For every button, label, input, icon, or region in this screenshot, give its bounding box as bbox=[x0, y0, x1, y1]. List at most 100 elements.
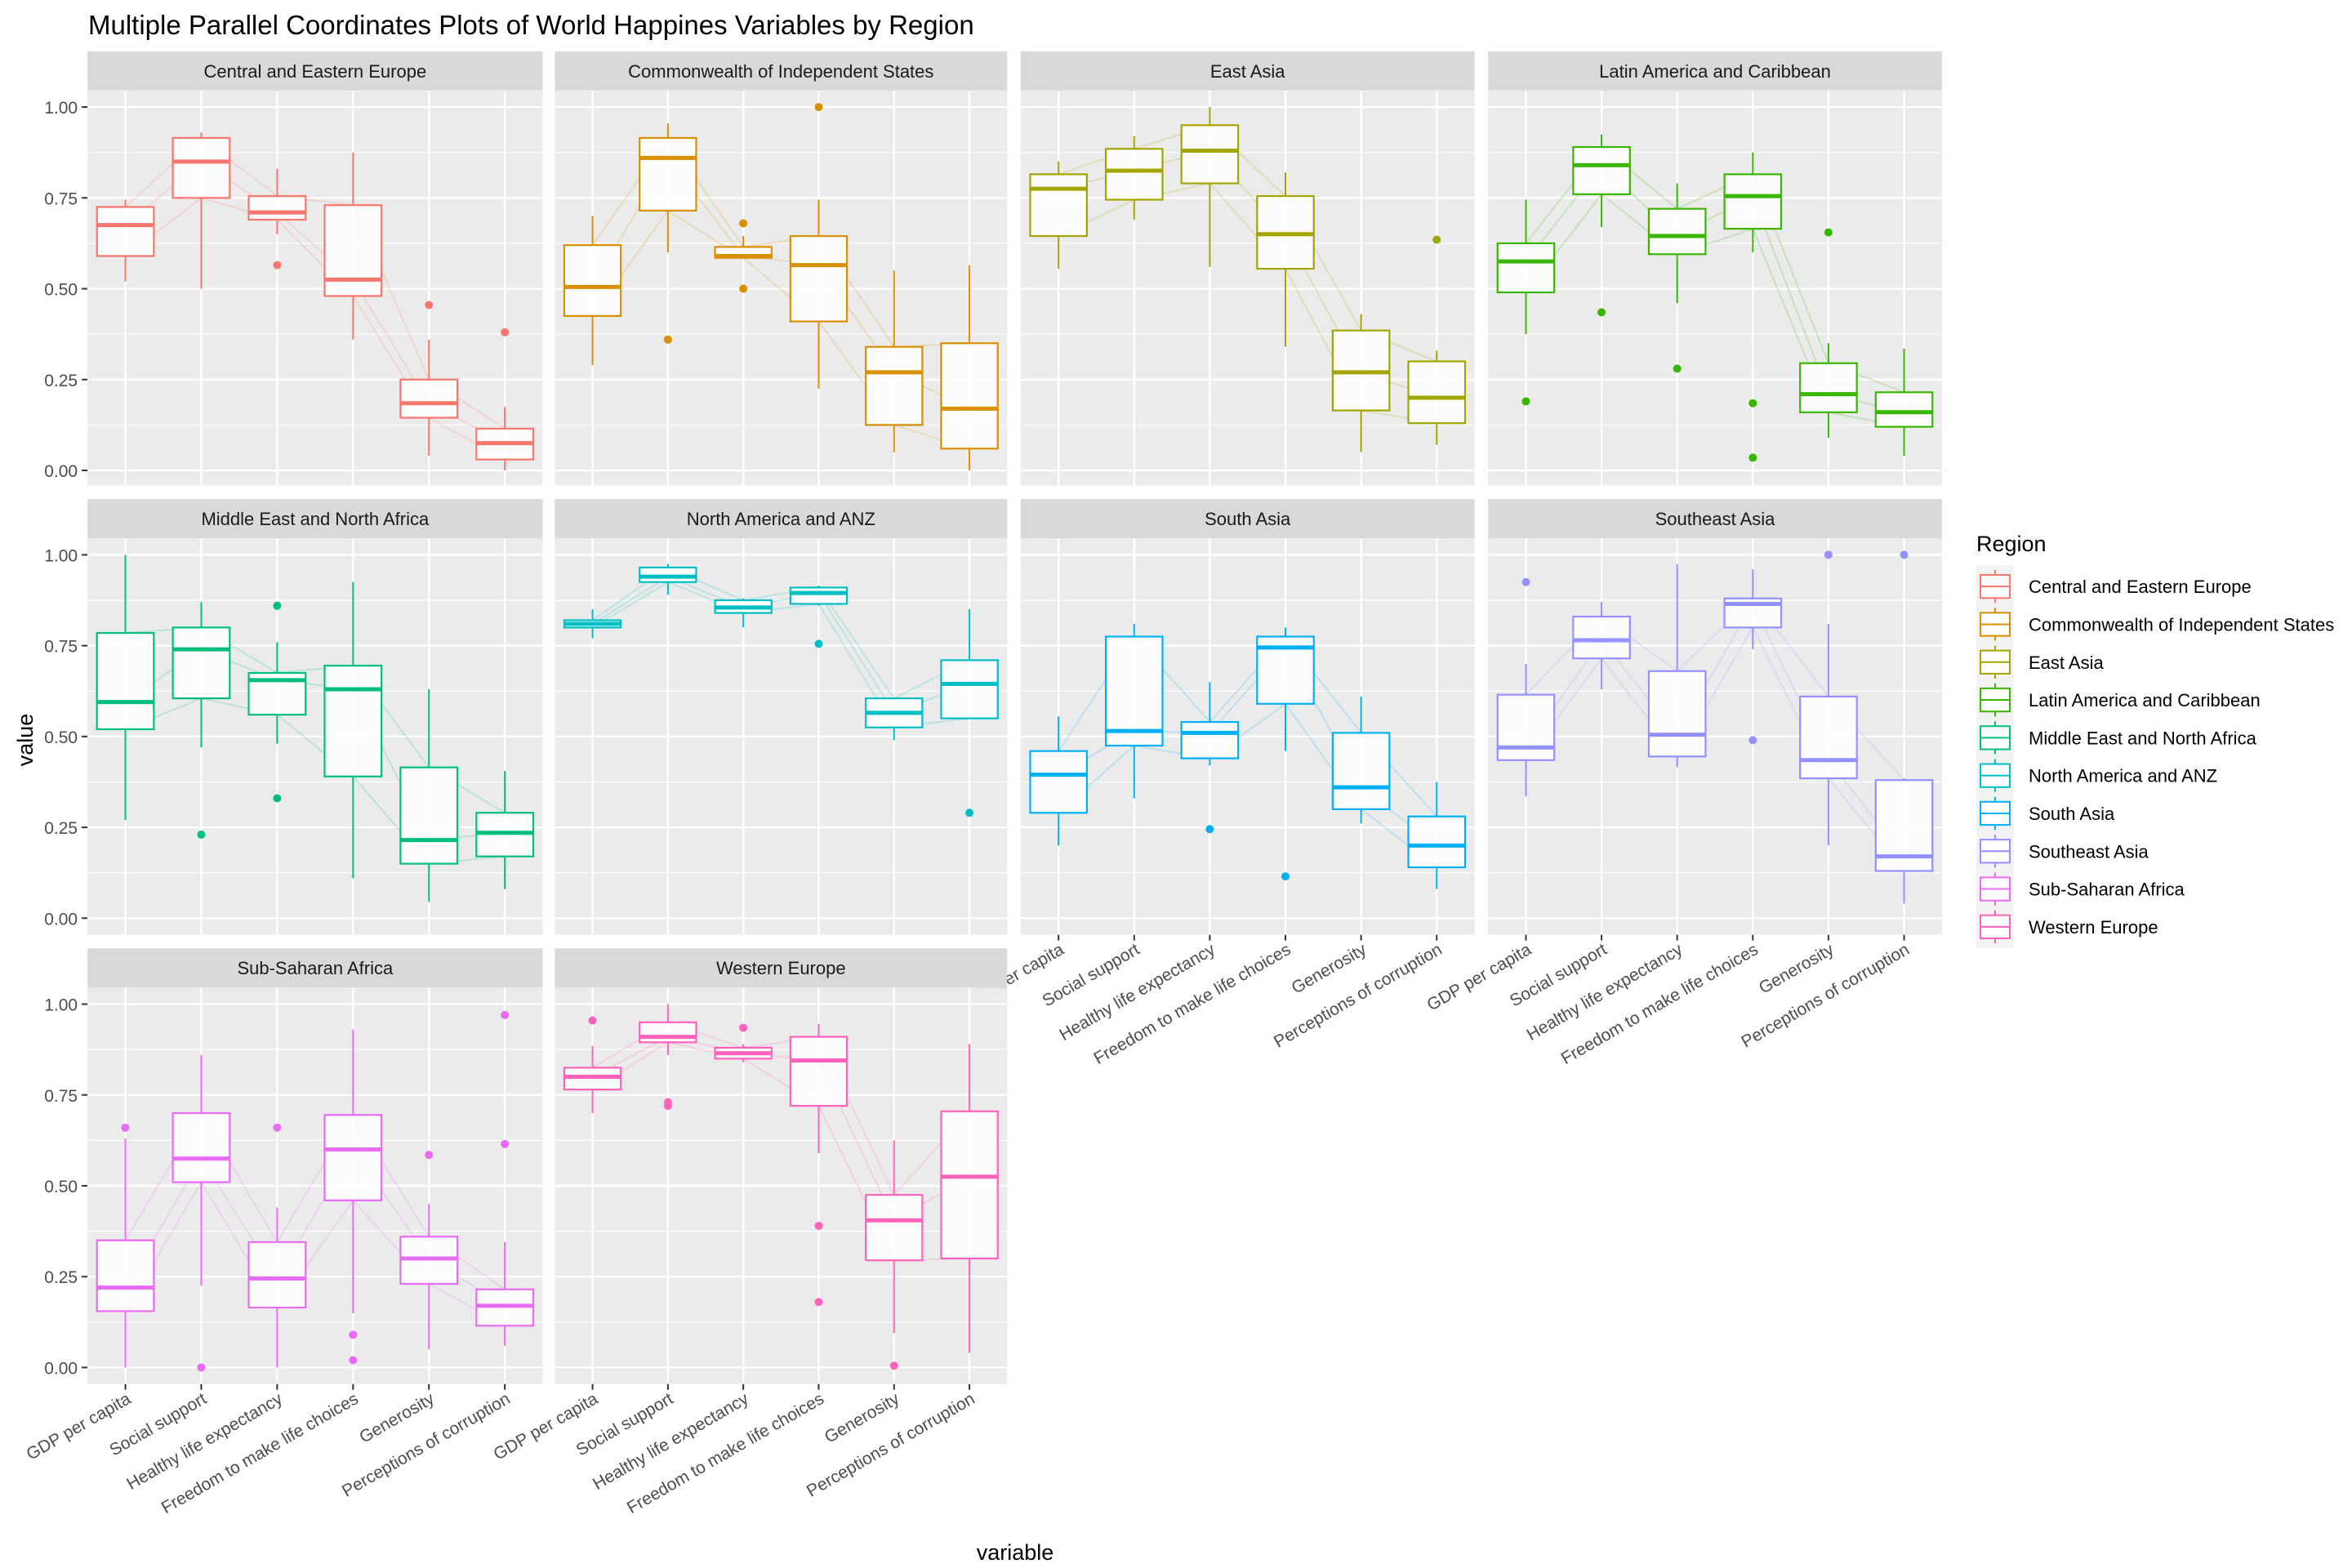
outlier-point bbox=[1748, 399, 1757, 408]
facet-strip bbox=[1020, 499, 1475, 539]
legend-label: Western Europe bbox=[2029, 917, 2158, 938]
box-iqr bbox=[1496, 242, 1556, 294]
outlier-point bbox=[425, 301, 434, 310]
outlier-point bbox=[1281, 872, 1290, 881]
legend-label: East Asia bbox=[2029, 653, 2104, 673]
box-iqr bbox=[940, 342, 999, 450]
box-iqr bbox=[1180, 720, 1240, 760]
outlier-point bbox=[349, 1356, 358, 1365]
box-iqr bbox=[247, 1241, 307, 1309]
outlier-point bbox=[1597, 308, 1606, 317]
y-tick-label: 0.00 bbox=[44, 462, 78, 481]
facet-strip-label: Central and Eastern Europe bbox=[203, 61, 426, 82]
box-iqr bbox=[865, 1194, 924, 1262]
y-tick-label: 1.00 bbox=[44, 546, 78, 565]
facet-panel: North America and ANZ bbox=[555, 499, 1008, 935]
outlier-point bbox=[197, 830, 206, 839]
box-iqr bbox=[1180, 124, 1240, 185]
outlier-point bbox=[814, 1298, 823, 1307]
box-iqr bbox=[1572, 145, 1631, 195]
y-tick-label: 0.25 bbox=[44, 819, 78, 838]
outlier-point bbox=[425, 1151, 434, 1160]
facet-panel: Commonwealth of Independent States bbox=[555, 51, 1008, 486]
box-iqr bbox=[1799, 362, 1858, 413]
parallel-coordinate-line bbox=[124, 197, 506, 461]
outlier-point bbox=[1432, 235, 1441, 244]
facet-strip bbox=[1488, 51, 1942, 91]
box-iqr bbox=[1407, 360, 1467, 425]
y-axis-title: value bbox=[13, 714, 38, 767]
outlier-point bbox=[1824, 228, 1833, 237]
legend-label: South Asia bbox=[2029, 804, 2115, 824]
box-iqr bbox=[789, 586, 849, 605]
outlier-point bbox=[1748, 736, 1757, 745]
y-tick-label: 0.75 bbox=[44, 638, 78, 657]
legend-label: Middle East and North Africa bbox=[2029, 728, 2257, 748]
y-tick-label: 0.75 bbox=[44, 189, 78, 208]
box-iqr bbox=[1647, 207, 1707, 256]
facet-strip bbox=[1488, 499, 1942, 539]
facet-panel: Middle East and North Africa 0.00 0.25 0.50… bbox=[44, 499, 543, 935]
box-iqr bbox=[940, 659, 999, 719]
y-tick-label: 0.75 bbox=[44, 1087, 78, 1106]
parallel-coordinate-line bbox=[124, 1180, 506, 1327]
outlier-point bbox=[1521, 577, 1530, 586]
box-iqr bbox=[1799, 695, 1858, 780]
outlier-point bbox=[739, 1023, 748, 1032]
outlier-point bbox=[501, 1010, 510, 1019]
facet-strip-label: Sub-Saharan Africa bbox=[237, 958, 394, 978]
facet-strip bbox=[87, 499, 543, 539]
outlier-point bbox=[273, 794, 282, 803]
legend: Region Central and Eastern Europe Commonw… bbox=[1976, 532, 2334, 948]
parallel-coordinate-line bbox=[1525, 193, 1904, 428]
outlier-point bbox=[814, 103, 823, 112]
box-iqr bbox=[789, 234, 849, 323]
outlier-point bbox=[814, 1221, 823, 1230]
facet-panel: Central and Eastern Europe 0.00 0.25 0.50 0.… bbox=[44, 51, 543, 486]
box-iqr bbox=[940, 1110, 999, 1260]
outlier-point bbox=[197, 1363, 206, 1372]
box-iqr bbox=[1647, 670, 1707, 758]
outlier-point bbox=[1673, 364, 1682, 373]
y-tick-label: 0.50 bbox=[44, 281, 78, 300]
box-iqr bbox=[789, 1036, 849, 1107]
legend-label: Southeast Asia bbox=[2029, 841, 2149, 862]
y-tick-label: 0.00 bbox=[44, 1359, 78, 1378]
box-iqr bbox=[865, 345, 924, 426]
box-iqr bbox=[639, 1021, 697, 1044]
y-tick-label: 1.00 bbox=[44, 99, 78, 118]
facet-strip bbox=[1020, 51, 1475, 91]
outlier-point bbox=[739, 284, 748, 293]
y-tick-label: 0.25 bbox=[44, 1268, 78, 1287]
facet-panel: Sub-Saharan Africa0.000.250.500.751.00GD… bbox=[24, 948, 543, 1517]
y-tick-label: 1.00 bbox=[44, 996, 78, 1015]
box-iqr bbox=[563, 244, 622, 318]
outlier-point bbox=[663, 1102, 672, 1111]
box-iqr bbox=[96, 206, 155, 257]
box-iqr bbox=[399, 378, 459, 419]
y-tick-label: 0.50 bbox=[44, 728, 78, 747]
box-iqr bbox=[1407, 815, 1467, 869]
outlier-point bbox=[1748, 453, 1757, 462]
outlier-point bbox=[501, 327, 510, 336]
outlier-point bbox=[1521, 397, 1530, 406]
facet-strip bbox=[555, 499, 1008, 539]
box-iqr bbox=[639, 136, 697, 212]
outlier-point bbox=[1824, 550, 1833, 559]
legend-label: Latin America and Caribbean bbox=[2029, 690, 2261, 710]
y-tick-label: 0.25 bbox=[44, 372, 78, 390]
box-iqr bbox=[172, 1111, 231, 1183]
outlier-point bbox=[273, 601, 282, 610]
outlier-point bbox=[814, 639, 823, 648]
box-iqr bbox=[323, 1114, 383, 1201]
y-tick-label: 0.00 bbox=[44, 910, 78, 929]
legend-label: North America and ANZ bbox=[2029, 766, 2217, 786]
box-iqr bbox=[96, 1239, 155, 1312]
box-iqr bbox=[1572, 615, 1631, 660]
box-iqr bbox=[399, 766, 459, 865]
box-iqr bbox=[1029, 173, 1088, 238]
